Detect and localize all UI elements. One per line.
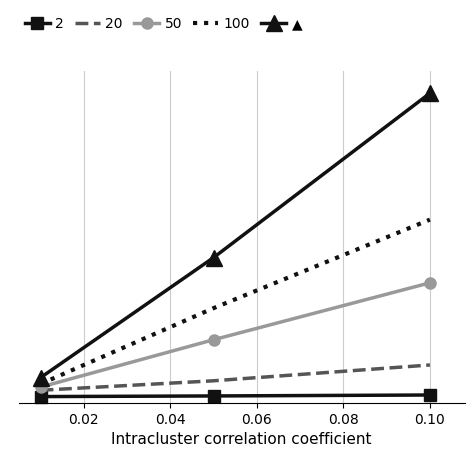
Legend: 2, 20, 50, 100, ▲: 2, 20, 50, 100, ▲ xyxy=(19,11,308,36)
X-axis label: Intracluster correlation coefficient: Intracluster correlation coefficient xyxy=(111,432,372,447)
